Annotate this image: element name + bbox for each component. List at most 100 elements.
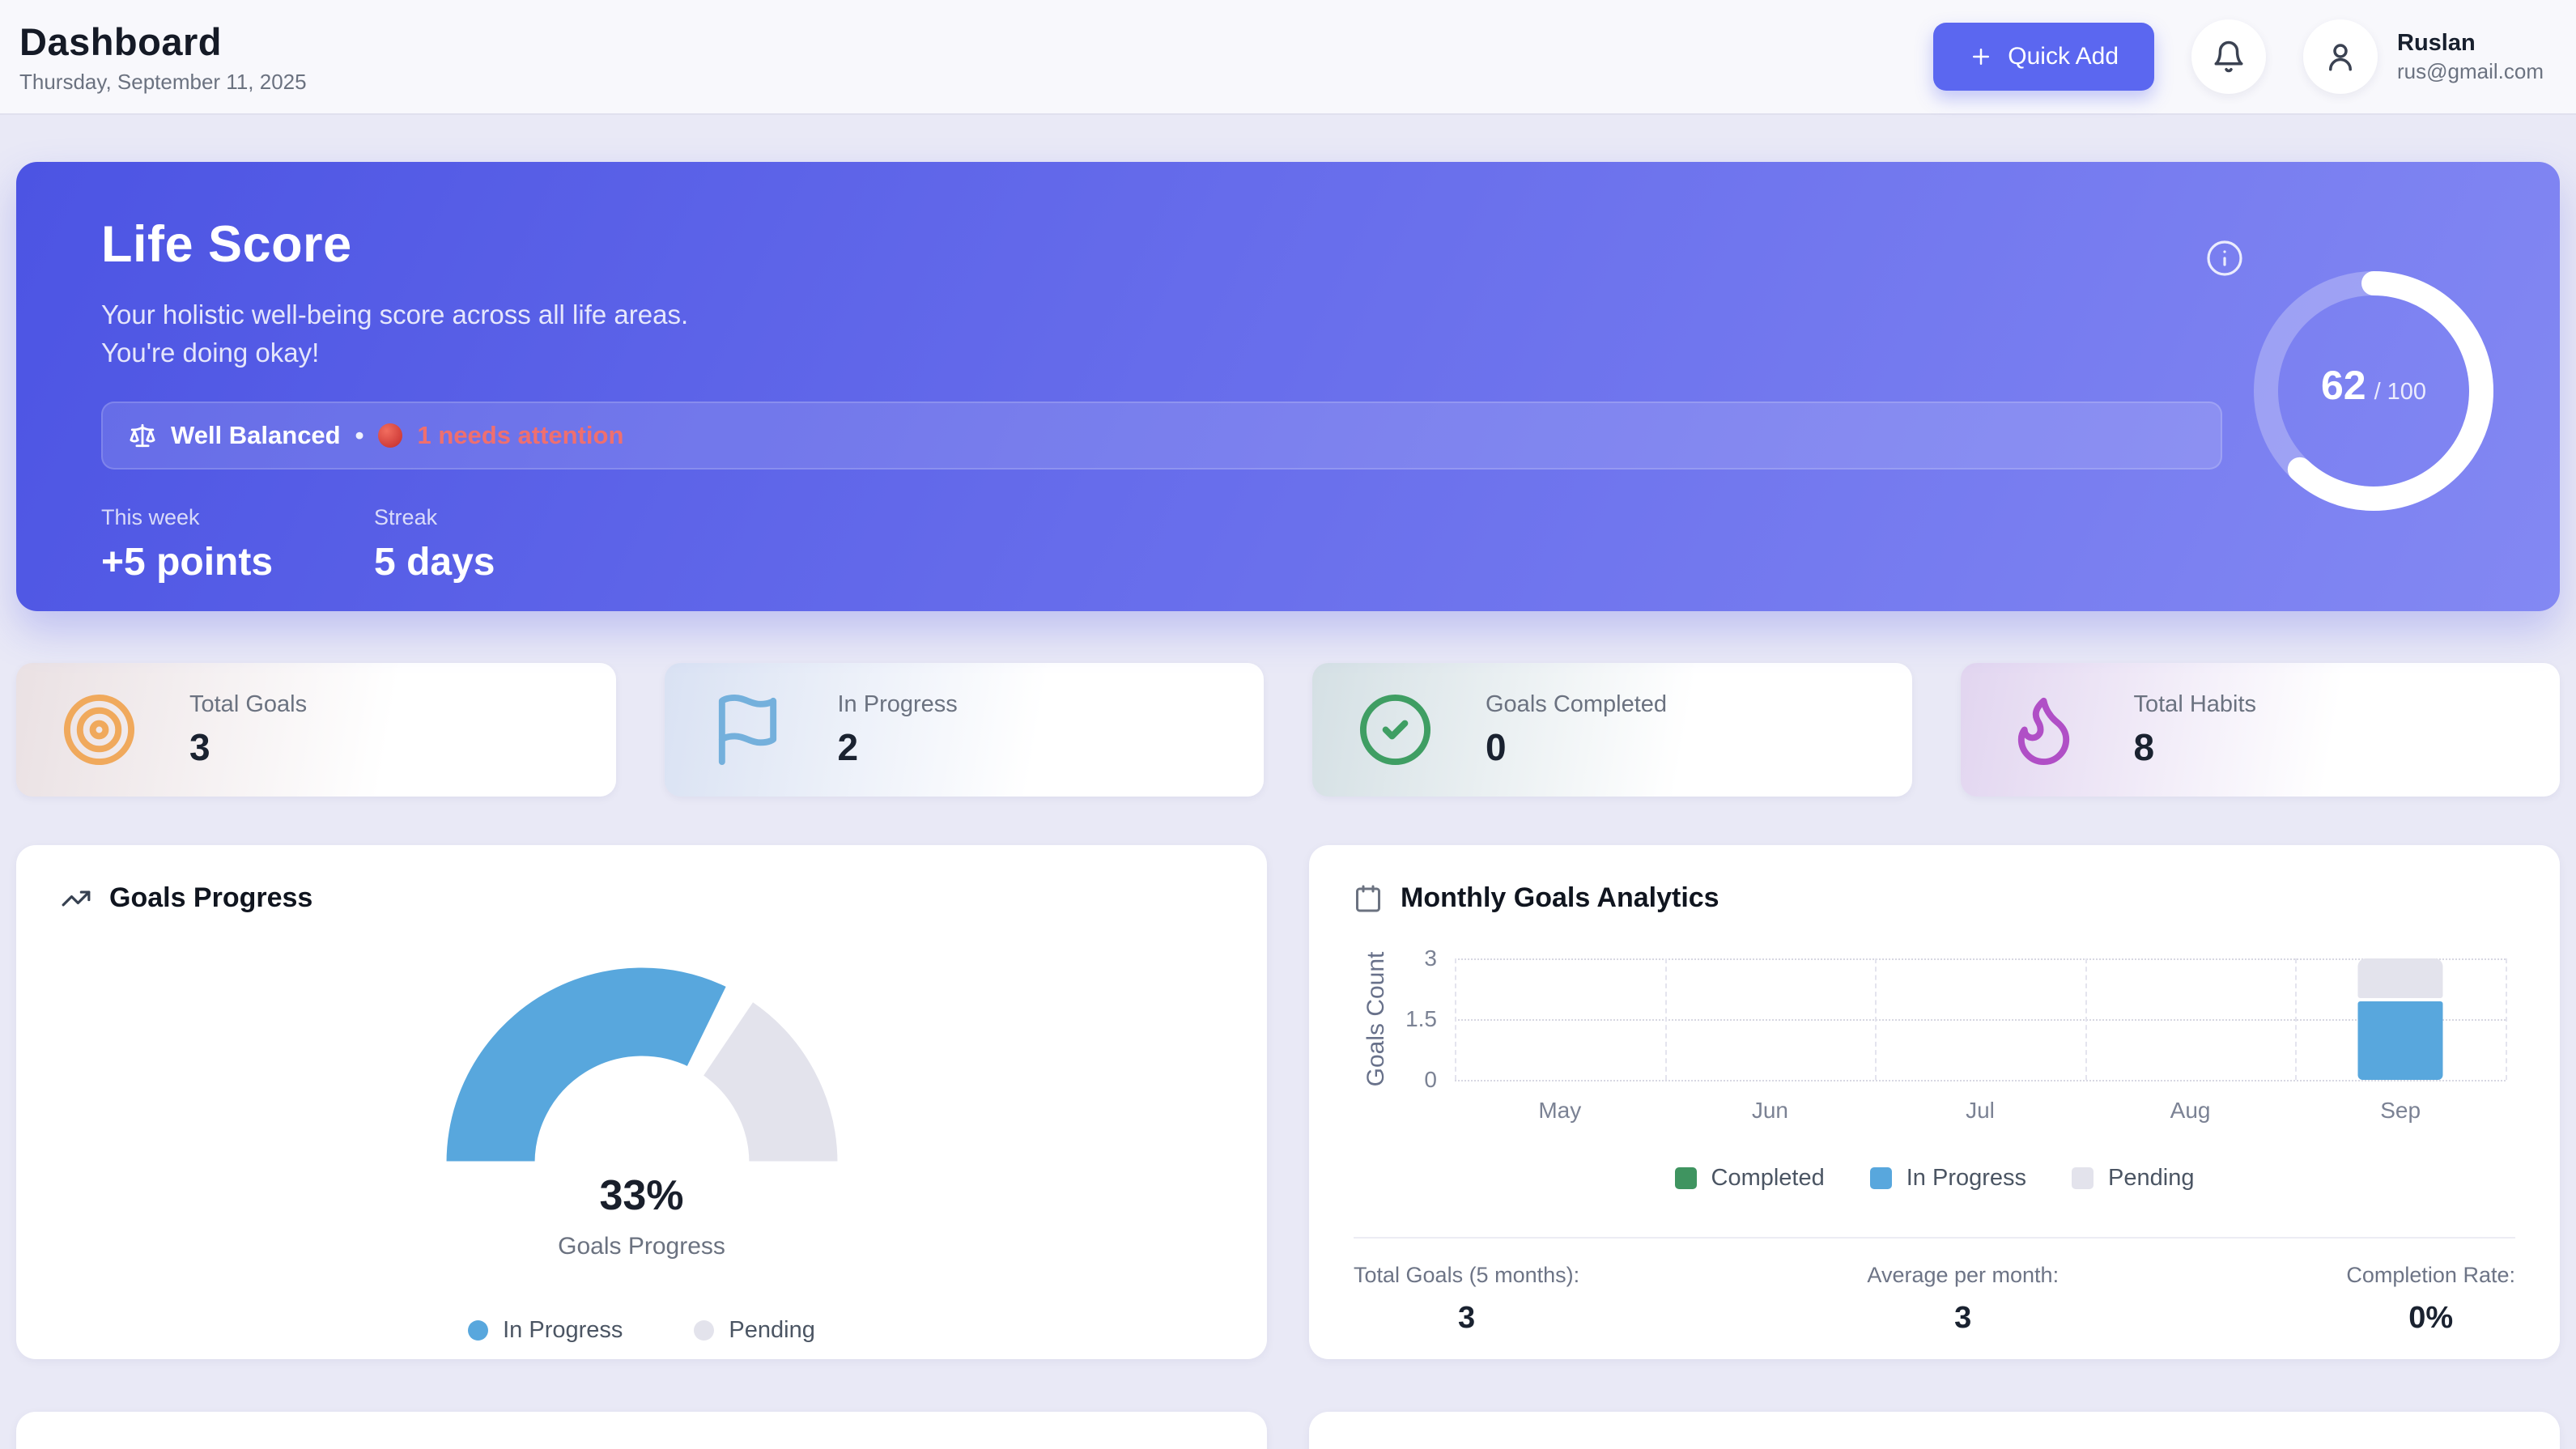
legend-label: In Progress [1906,1165,2027,1191]
page-title: Dashboard [19,19,222,63]
avatar[interactable] [2303,19,2378,94]
life-score-ring: 62 / 100 [2252,270,2495,512]
user-email: rus@gmail.com [2397,58,2544,83]
monthly-analytics-header: Monthly Goals Analytics [1354,882,2515,914]
legend-swatch [468,1320,489,1341]
x-tick-label: Jun [1751,1098,1788,1123]
user-name: Ruslan [2397,29,2476,56]
week-stat-value: +5 points [101,540,274,584]
monthly-footer-stats: Total Goals (5 months): 3 Average per mo… [1354,1263,2515,1336]
monthly-chart-zone: Goals Count 0 1.5 3 May Jun Jul Aug Sep [1354,945,2515,1149]
partial-card-left [16,1412,1267,1449]
stat-value: 3 [189,725,210,768]
bell-icon [2212,40,2246,74]
life-score-title: Life Score [101,216,352,273]
footer-stat-average: Average per month: 3 [1867,1263,2059,1336]
life-score-subtitle-line2: You're doing okay! [101,337,320,368]
gridline-h [1455,958,2506,960]
status-badge-attention: 1 needs attention [417,420,624,449]
quick-add-button[interactable]: Quick Add [1933,23,2155,91]
legend-item: Pending [2072,1165,2194,1192]
stat-card-total-goals: Total Goals 3 [16,663,616,797]
life-score-stats: This week +5 points Streak 5 days [101,505,2475,584]
legend-item: In Progress [1869,1165,2027,1192]
goals-progress-card: Goals Progress 33% Goals Progress In Pro… [16,845,1267,1359]
calendar-icon [1354,884,1383,913]
gauge-center-label: Goals Progress [558,1233,725,1260]
top-bar-left: Dashboard Thursday, September 11, 2025 [19,19,307,95]
bar-segment [2357,1001,2443,1080]
life-score-progress [2254,271,2493,511]
stat-text: In Progress 2 [838,691,958,769]
gridline-v [1455,958,1456,1080]
user-info: Ruslan rus@gmail.com [2397,30,2544,84]
stat-label: Total Goals [189,691,308,717]
monthly-xlabels: May Jun Jul Aug Sep [1455,1098,2506,1124]
x-tick-label: May [1538,1098,1582,1123]
user-menu[interactable]: Ruslan rus@gmail.com [2303,19,2544,94]
week-stat-label: This week [101,504,200,529]
stats-row: Total Goals 3 In Progress 2 Goals Comp [16,663,2560,797]
ring-text: 62 / 100 [2252,270,2495,512]
gridline-v [2085,958,2087,1080]
week-stat: This week +5 points [101,505,273,584]
goals-gauge-svg [442,963,841,1166]
y-tick: 0 [1424,1067,1437,1092]
user-icon [2323,40,2357,74]
y-tick: 3 [1424,945,1437,971]
legend-swatch [694,1320,715,1341]
info-icon[interactable] [2205,239,2244,278]
footer-stat-label: Average per month: [1867,1263,2060,1287]
gridline-v [2506,958,2507,1080]
stat-value: 2 [837,725,859,768]
legend-label: Pending [2108,1165,2195,1191]
gridline-h [1455,1080,2506,1081]
notifications-button[interactable] [2191,19,2267,94]
main-content: Life Score Your holistic well-being scor… [0,115,2576,1449]
legend-item: Completed [1674,1165,1825,1192]
stat-label: Goals Completed [1486,691,1668,717]
charts-row: Goals Progress 33% Goals Progress In Pro… [16,845,2560,1359]
streak-stat: Streak 5 days [374,505,495,584]
divider [1354,1237,2515,1239]
footer-stat-completion: Completion Rate: 0% [2346,1263,2515,1336]
y-axis-label: Goals Count [1362,951,1389,1087]
page-date: Thursday, September 11, 2025 [19,69,307,94]
x-tick-label: Jul [1966,1098,1995,1123]
score-max: / 100 [2374,379,2427,405]
footer-stat-label: Completion Rate: [2346,1263,2515,1287]
y-tick: 1.5 [1405,1006,1437,1031]
target-icon [61,691,138,768]
bar-segment [2357,958,2443,998]
status-badge-label: Well Balanced [171,420,341,449]
stat-value: 8 [2133,725,2155,768]
monthly-analytics-title: Monthly Goals Analytics [1401,882,1719,913]
trending-up-icon [61,883,91,914]
gauge-legend: In Progress Pending [468,1317,815,1344]
legend-item: In Progress [468,1317,623,1344]
bar-stack [2357,958,2443,1080]
legend-label: Pending [729,1317,815,1343]
stat-card-goals-completed: Goals Completed 0 [1312,663,1912,797]
legend-swatch [2072,1167,2094,1189]
gauge-segment [698,997,841,1166]
top-bar-right: Quick Add Ruslan rus@gmail.com [1933,19,2544,94]
x-tick-label: Sep [2380,1098,2421,1123]
flame-icon [2005,691,2082,768]
gauge-center-value: 33% [599,1172,684,1219]
status-badge-separator: • [355,420,364,449]
footer-stat-value: 3 [1954,1301,1972,1335]
check-circle-icon [1357,691,1434,768]
balance-scale-icon [129,422,156,449]
gauge-area: 33% Goals Progress In Progress Pending [61,914,1222,1344]
monthly-legend: Completed In Progress Pending [1354,1165,2515,1192]
legend-item: Pending [694,1317,815,1344]
life-score-ring-svg [2254,271,2493,511]
monthly-analytics-card: Monthly Goals Analytics Goals Count 0 1.5… [1309,845,2560,1359]
score-value: 62 [2320,363,2366,408]
footer-stat-value: 0% [2408,1301,2454,1335]
footer-stat-value: 3 [1457,1301,1476,1335]
gauge-segment [442,963,730,1166]
x-tick-label: Aug [2170,1098,2211,1123]
